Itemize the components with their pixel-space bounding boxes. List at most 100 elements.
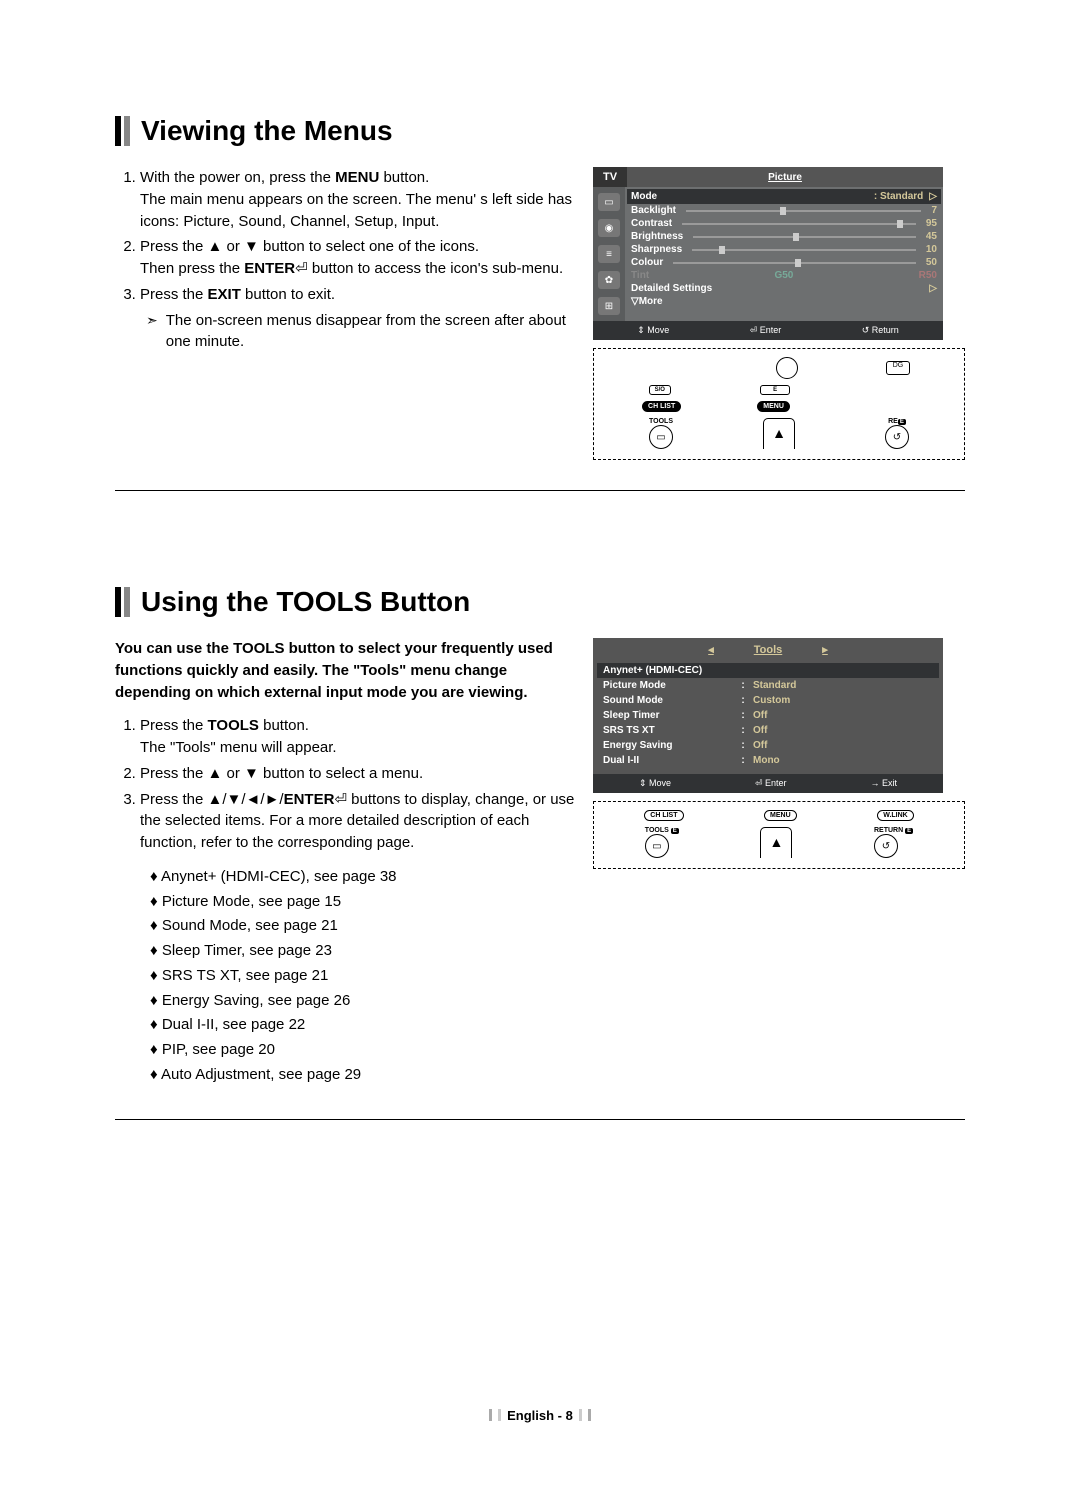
heading-bar-light xyxy=(124,587,130,617)
row-value: 95 xyxy=(926,218,937,229)
row-value: : Standard xyxy=(874,191,923,202)
return-group: RETURNE ↺ xyxy=(874,827,913,858)
row-key: Contrast xyxy=(631,218,672,229)
row-key: Detailed Settings xyxy=(631,283,712,294)
nav-up: ▲ xyxy=(763,418,795,449)
enter-icon: ⏎ xyxy=(334,791,347,808)
section-two-column: With the power on, press the MENU button… xyxy=(115,167,965,460)
step-text: The "Tools" menu will appear. xyxy=(140,739,337,756)
row-value: Off xyxy=(753,725,933,736)
page-number: English - 8 xyxy=(507,1408,573,1423)
row-value: Off xyxy=(753,740,933,751)
return-label: REE xyxy=(885,418,909,425)
step-text: Press the ▲ or ▼ button to select one of… xyxy=(140,238,479,255)
note-block: ➣ The on-screen menus disappear from the… xyxy=(146,310,578,354)
osd-tools-menu: ◂ Tools ▸ Anynet+ (HDMI-CEC) Picture Mod… xyxy=(593,638,943,793)
osd-row-brightness: Brightness 45 xyxy=(631,230,937,243)
small-button: E xyxy=(760,385,790,395)
heading-bar-light xyxy=(124,116,130,146)
section-heading-bar: Using the TOOLS Button xyxy=(115,586,965,618)
osd-row-srs: SRS TS XT:Off xyxy=(603,723,933,738)
heading-bar-dark xyxy=(115,587,121,617)
chlist-button: CH LIST xyxy=(644,810,683,821)
slider-knob xyxy=(793,233,799,241)
step-text: Press the xyxy=(140,717,208,734)
footer-exit: → Exit xyxy=(871,778,898,789)
small-button: DG xyxy=(886,361,910,375)
row-key: SRS TS XT xyxy=(603,725,733,736)
menu-button: MENU xyxy=(764,810,797,821)
tint-green: G50 xyxy=(774,270,793,281)
osd-row-sharpness: Sharpness 10 xyxy=(631,243,937,256)
tools-button-label: TOOLS xyxy=(208,717,259,734)
osd-footer: ⇕ Move ⏎ Enter → Exit xyxy=(593,774,943,793)
osd-title: Picture xyxy=(627,168,943,187)
footer-inner: English - 8 xyxy=(489,1408,591,1423)
tools-button-icon: ▭ xyxy=(645,834,669,858)
osd-footer: ⇕ Move ⏎ Enter ↺ Return xyxy=(593,321,943,340)
row-value: 45 xyxy=(926,231,937,242)
slider-knob xyxy=(795,259,801,267)
ref-item: PIP, see page 20 xyxy=(150,1039,578,1061)
osd-sidebar-icons: ▭ ◉ ≡ ✿ ⊞ xyxy=(593,187,625,321)
row-key: Sound Mode xyxy=(603,695,733,706)
wlink-button: W.LINK xyxy=(877,810,914,821)
input-icon: ⊞ xyxy=(598,297,620,315)
osd-rows: Mode : Standard▷ Backlight 7 Contrast xyxy=(625,187,943,321)
osd-row-picture-mode: Picture Mode:Standard xyxy=(603,678,933,693)
tools-button-icon: ▭ xyxy=(649,425,673,449)
circle-button xyxy=(776,357,798,379)
osd-row-energy: Energy Saving:Off xyxy=(603,738,933,753)
arrow-right-icon: ▷ xyxy=(929,283,937,294)
page-footer: English - 8 xyxy=(0,1408,1080,1427)
remote-row: S/O E xyxy=(604,385,954,395)
slider xyxy=(686,210,921,212)
note-text: The on-screen menus disappear from the s… xyxy=(166,310,578,354)
row-key: Sleep Timer xyxy=(603,710,733,721)
heading-bar-dark xyxy=(115,116,121,146)
illustration-column: ◂ Tools ▸ Anynet+ (HDMI-CEC) Picture Mod… xyxy=(593,638,965,869)
return-label: RETURNE xyxy=(874,827,913,834)
manual-page: Viewing the Menus With the power on, pre… xyxy=(0,0,1080,1275)
section-title: Using the TOOLS Button xyxy=(141,586,470,618)
step-1: Press the TOOLS button. The "Tools" menu… xyxy=(140,715,578,759)
channel-icon: ≡ xyxy=(598,245,620,263)
slider xyxy=(673,262,916,264)
remote-row: CH LIST MENU xyxy=(604,401,954,412)
row-key: Dual I-II xyxy=(603,755,733,766)
arrow-right-icon: ▷ xyxy=(929,191,937,202)
instruction-list: Press the TOOLS button. The "Tools" menu… xyxy=(140,715,578,854)
slider-knob xyxy=(719,246,725,254)
footer-return: ↺ Return xyxy=(862,325,899,336)
step-text: The main menu appears on the screen. The… xyxy=(140,191,572,230)
nav-up: ▲ xyxy=(760,827,792,858)
instruction-list: With the power on, press the MENU button… xyxy=(140,167,578,353)
tools-group: TOOLSE ▭ xyxy=(645,827,679,858)
row-key: Brightness xyxy=(631,231,683,242)
ref-item: Picture Mode, see page 15 xyxy=(150,891,578,913)
exit-button-label: EXIT xyxy=(208,286,241,303)
row-value: Custom xyxy=(753,695,933,706)
step-2: Press the ▲ or ▼ button to select one of… xyxy=(140,236,578,280)
slider xyxy=(692,249,916,251)
ref-item: Sound Mode, see page 21 xyxy=(150,915,578,937)
return-button-icon: ↺ xyxy=(885,425,909,449)
footer-move: ⇕ Move xyxy=(639,778,671,789)
arrow-right-icon: ▸ xyxy=(822,643,828,656)
section-heading-bar: Viewing the Menus xyxy=(115,115,965,147)
section-viewing-menus: Viewing the Menus With the power on, pre… xyxy=(115,115,965,491)
reference-list: Anynet+ (HDMI-CEC), see page 38 Picture … xyxy=(150,866,578,1086)
row-key: Anynet+ (HDMI-CEC) xyxy=(603,665,702,676)
row-key: Picture Mode xyxy=(603,680,733,691)
row-value: 50 xyxy=(926,257,937,268)
slider-knob xyxy=(780,207,786,215)
row-key: ▽More xyxy=(631,296,663,307)
footer-bar xyxy=(579,1409,582,1421)
small-button: S/O xyxy=(649,385,671,395)
osd-tv-label: TV xyxy=(593,167,627,187)
remote-row: CH LIST MENU W.LINK xyxy=(604,810,954,821)
updown-icon: ⇕ xyxy=(639,778,647,788)
step-text: button to access the icon's sub-menu. xyxy=(308,260,564,277)
menu-button-label: MENU xyxy=(335,169,379,186)
updown-icon: ⇕ xyxy=(637,325,645,335)
